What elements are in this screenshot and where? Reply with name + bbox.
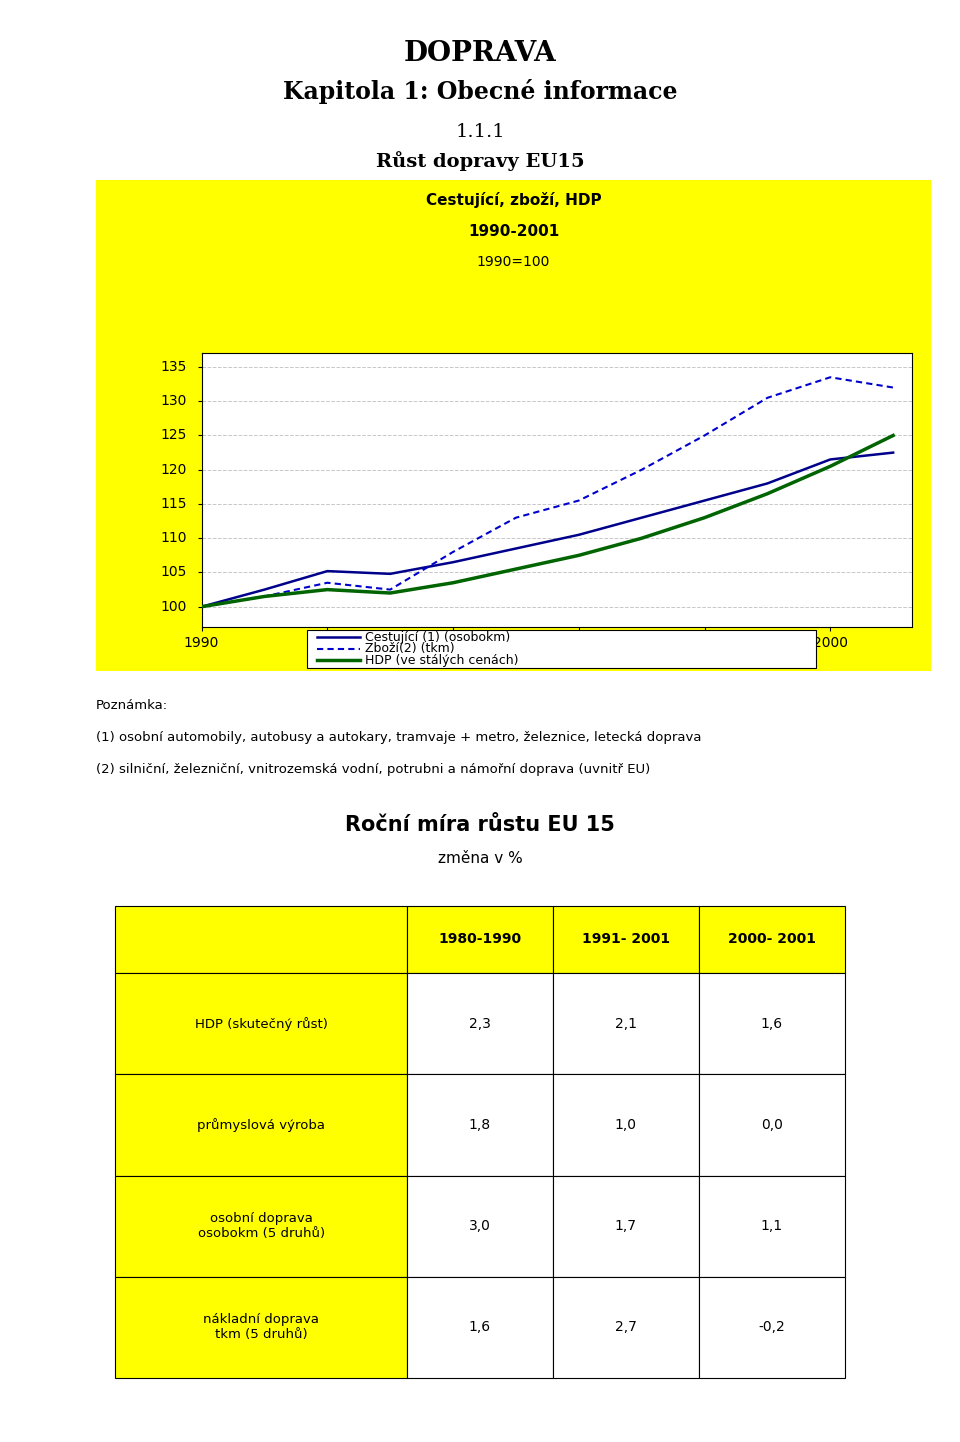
Text: Roční míra růstu EU 15: Roční míra růstu EU 15 (345, 815, 615, 835)
Text: 125: 125 (161, 428, 187, 443)
Text: 1,1: 1,1 (760, 1218, 783, 1233)
Bar (699, 1276, 845, 1379)
Text: DOPRAVA: DOPRAVA (403, 40, 557, 68)
Text: 1.1.1: 1.1.1 (455, 123, 505, 140)
Bar (115, 906, 407, 973)
Text: 110: 110 (160, 531, 187, 545)
Bar (407, 1074, 553, 1175)
Bar (115, 1074, 407, 1175)
Text: změna v %: změna v % (438, 851, 522, 865)
Text: 1991- 2001: 1991- 2001 (582, 933, 670, 946)
Text: (2) silniční, železniční, vnitrozemská vodní, potrubni a námořní doprava (uvnitř: (2) silniční, železniční, vnitrozemská v… (96, 763, 650, 776)
Text: nákladní doprava
tkm (5 druhů): nákladní doprava tkm (5 druhů) (204, 1314, 319, 1341)
Bar (407, 1276, 553, 1379)
Text: 0,0: 0,0 (761, 1118, 782, 1132)
Text: 1980-1990: 1980-1990 (439, 933, 521, 946)
Text: Růst dopravy EU15: Růst dopravy EU15 (375, 151, 585, 172)
Text: osobní doprava
osobokm (5 druhů): osobní doprava osobokm (5 druhů) (198, 1213, 324, 1240)
Text: 115: 115 (160, 497, 187, 510)
Text: 105: 105 (161, 565, 187, 580)
Text: 1,6: 1,6 (468, 1321, 492, 1334)
Text: 1,0: 1,0 (615, 1118, 636, 1132)
Text: 1990-2001: 1990-2001 (468, 224, 560, 238)
Text: Zboží(2) (tkm): Zboží(2) (tkm) (365, 642, 454, 656)
Bar (553, 906, 699, 973)
Bar (115, 1276, 407, 1379)
Text: 2,3: 2,3 (469, 1017, 491, 1031)
Bar (699, 973, 845, 1074)
Text: 3,0: 3,0 (469, 1218, 491, 1233)
Bar (115, 1175, 407, 1276)
Bar (115, 973, 407, 1074)
Bar (699, 1175, 845, 1276)
Text: 135: 135 (161, 360, 187, 373)
Text: 130: 130 (161, 394, 187, 408)
Bar (553, 1074, 699, 1175)
Bar (407, 906, 553, 973)
Text: 1,6: 1,6 (760, 1017, 783, 1031)
Bar (699, 1074, 845, 1175)
Bar (407, 973, 553, 1074)
Text: 1990=100: 1990=100 (477, 255, 550, 270)
Bar (553, 973, 699, 1074)
Text: 1,7: 1,7 (615, 1218, 636, 1233)
Text: průmyslová výroba: průmyslová výroba (197, 1118, 325, 1132)
Text: HDP (skutečný růst): HDP (skutečný růst) (195, 1017, 327, 1031)
Text: Cestující, zboží, HDP: Cestující, zboží, HDP (426, 192, 601, 208)
Text: 100: 100 (161, 600, 187, 614)
Text: (1) osobní automobily, autobusy a autokary, tramvaje + metro, železnice, letecká: (1) osobní automobily, autobusy a autoka… (96, 731, 702, 744)
Bar (407, 1175, 553, 1276)
Text: Cestující (1) (osobokm): Cestující (1) (osobokm) (365, 630, 510, 645)
Text: 2,7: 2,7 (615, 1321, 636, 1334)
Text: 1,8: 1,8 (468, 1118, 492, 1132)
Bar (699, 906, 845, 973)
Text: 2000- 2001: 2000- 2001 (728, 933, 816, 946)
Text: 120: 120 (161, 463, 187, 477)
Text: 2,1: 2,1 (615, 1017, 636, 1031)
Text: Poznámka:: Poznámka: (96, 699, 168, 712)
Text: -0,2: -0,2 (758, 1321, 785, 1334)
Text: HDP (ve stálých cenách): HDP (ve stálých cenách) (365, 653, 518, 668)
Bar (553, 1276, 699, 1379)
Bar (553, 1175, 699, 1276)
Text: Kapitola 1: Obecné informace: Kapitola 1: Obecné informace (283, 79, 677, 104)
